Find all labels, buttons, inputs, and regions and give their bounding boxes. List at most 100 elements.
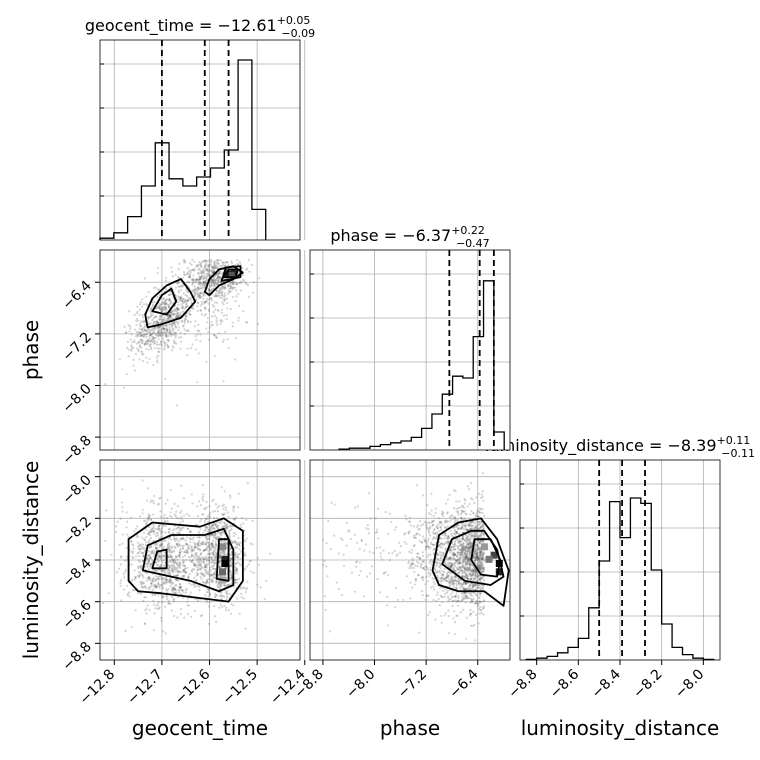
sample-point	[448, 515, 452, 519]
sample-point	[195, 578, 198, 581]
sample-point	[208, 529, 211, 532]
sample-point	[470, 545, 473, 548]
sample-point	[188, 582, 191, 585]
sample-point	[198, 563, 201, 566]
sample-point	[171, 332, 174, 335]
sample-point	[461, 537, 464, 540]
sample-point	[209, 561, 212, 564]
sample-point	[224, 264, 227, 267]
sample-point	[234, 532, 237, 536]
sample-point	[157, 326, 161, 330]
sample-point	[210, 533, 213, 536]
sample-point	[148, 554, 151, 557]
sample-point	[205, 266, 208, 270]
sample-point	[452, 567, 455, 570]
sample-point	[166, 516, 169, 520]
sample-point	[473, 574, 476, 577]
sample-point	[445, 591, 449, 594]
sample-point	[145, 571, 149, 575]
sample-point	[238, 562, 241, 565]
sample-point	[470, 574, 474, 577]
contour-line	[151, 548, 168, 570]
sample-point	[446, 575, 450, 578]
sample-point	[153, 529, 156, 532]
sample-point	[466, 549, 469, 552]
sample-point	[151, 527, 154, 530]
sample-point	[463, 517, 466, 520]
sample-point	[168, 565, 171, 569]
sample-point	[200, 286, 203, 290]
sample-point	[464, 555, 467, 558]
sample-point	[460, 548, 463, 552]
sample-point	[465, 554, 468, 557]
sample-point	[247, 259, 251, 262]
sample-point	[147, 577, 150, 580]
sample-point	[469, 572, 472, 575]
sample-point	[269, 552, 272, 555]
sample-point	[175, 542, 178, 545]
sample-point	[456, 561, 459, 565]
sample-point	[218, 287, 221, 290]
sample-point	[150, 333, 153, 336]
sample-point	[168, 550, 171, 553]
sample-point	[467, 545, 471, 548]
sample-point	[199, 278, 202, 281]
sample-point	[193, 288, 197, 291]
title-main: geocent_time = −12.61	[85, 16, 277, 36]
sample-point	[454, 553, 457, 557]
sample-point	[159, 316, 162, 319]
sample-point	[464, 563, 467, 566]
sample-point	[153, 336, 156, 340]
sample-point	[157, 331, 160, 334]
sample-point	[476, 571, 479, 574]
sample-point	[470, 545, 473, 548]
sample-point	[169, 299, 172, 303]
sample-point	[469, 577, 473, 580]
sample-point	[224, 286, 227, 290]
sample-point	[166, 572, 170, 576]
sample-point	[126, 340, 130, 343]
sample-point	[439, 554, 442, 557]
sample-point	[130, 563, 133, 566]
sample-point	[165, 595, 168, 598]
sample-point	[172, 587, 175, 590]
sample-point	[432, 598, 435, 602]
sample-point	[159, 583, 163, 586]
sample-point	[470, 573, 473, 577]
sample-point	[476, 523, 479, 527]
sample-point	[211, 539, 215, 542]
sample-point	[207, 272, 210, 275]
sample-point	[422, 559, 425, 562]
sample-point	[447, 614, 450, 618]
sample-point	[399, 544, 402, 548]
sample-point	[469, 542, 472, 546]
sample-point	[218, 565, 221, 568]
sample-point	[214, 568, 217, 571]
sample-point	[194, 334, 197, 338]
sample-point	[245, 518, 248, 522]
sample-point	[191, 258, 194, 262]
sample-point	[382, 549, 385, 552]
sample-point	[448, 561, 451, 564]
sample-point	[181, 310, 185, 313]
sample-point	[196, 542, 199, 545]
sample-point	[471, 599, 474, 602]
sample-point	[215, 536, 218, 539]
sample-point	[153, 586, 156, 589]
sample-point	[185, 281, 188, 284]
sample-point	[147, 586, 151, 589]
sample-point	[424, 583, 427, 586]
sample-point	[242, 279, 246, 282]
sample-point	[453, 548, 456, 551]
sample-point	[412, 563, 415, 566]
sample-point	[250, 570, 253, 573]
sample-point	[134, 352, 138, 356]
sample-point	[482, 499, 485, 502]
sample-point	[175, 591, 178, 594]
sample-point	[196, 279, 199, 282]
sample-point	[461, 565, 465, 569]
sample-point	[184, 548, 188, 552]
sample-point	[168, 566, 171, 569]
sample-point	[133, 339, 136, 342]
sample-point	[199, 614, 202, 618]
